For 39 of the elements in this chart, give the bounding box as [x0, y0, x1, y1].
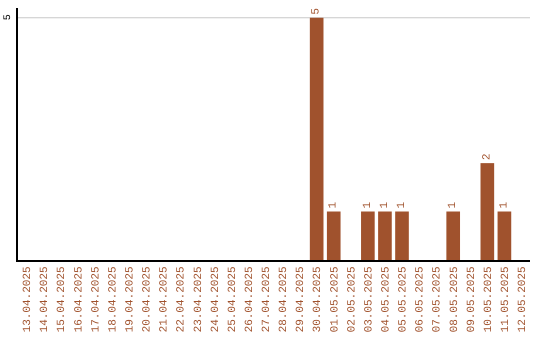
data-label: 1 [447, 202, 460, 209]
x-tick-label: 08.05.2025 [448, 266, 461, 332]
x-tick-label: 20.04.2025 [142, 266, 154, 332]
x-tick-label: 07.05.2025 [432, 266, 444, 332]
x-tick-label: 11.05.2025 [500, 266, 512, 332]
x-tick-label: 22.04.2025 [176, 266, 188, 332]
x-tick-label: 15.04.2025 [56, 266, 68, 332]
data-label: 5 [310, 8, 323, 15]
x-tick-label: 24.04.2025 [210, 266, 222, 332]
data-label: 1 [498, 202, 510, 209]
x-tick-label: 17.04.2025 [90, 266, 102, 332]
ref-line-label: 5 [2, 14, 14, 20]
x-tick-label: 14.04.2025 [39, 266, 52, 332]
x-tick-label: 01.05.2025 [329, 266, 342, 332]
x-tick-label: 12.05.2025 [517, 266, 530, 332]
x-tick-label: 23.04.2025 [192, 266, 205, 332]
data-label: 1 [396, 202, 408, 209]
x-tick-label: 05.05.2025 [398, 266, 410, 332]
x-tick-label: 30.04.2025 [312, 266, 324, 332]
x-tick-label: 19.04.2025 [124, 266, 137, 332]
x-tick-label: 25.04.2025 [226, 266, 239, 332]
data-label: 1 [378, 202, 391, 209]
data-label: 1 [362, 202, 374, 209]
x-tick-label: 09.05.2025 [466, 266, 478, 332]
x-tick-label: 10.05.2025 [482, 266, 495, 332]
x-tick-label: 13.04.2025 [22, 266, 34, 332]
x-tick-label: 06.05.2025 [414, 266, 427, 332]
x-tick-label: 27.04.2025 [261, 266, 274, 332]
data-label: 2 [481, 153, 494, 160]
x-tick-label: 28.04.2025 [278, 266, 290, 332]
x-tick-label: 26.04.2025 [244, 266, 256, 332]
x-tick-label: 03.05.2025 [363, 266, 376, 332]
x-tick-label: 16.04.2025 [73, 266, 86, 332]
x-tick-label: 29.04.2025 [295, 266, 308, 332]
x-tick-label: 18.04.2025 [107, 266, 120, 332]
x-tick-label: 21.04.2025 [158, 266, 171, 332]
x-tick-label: 04.05.2025 [380, 266, 393, 332]
data-label: 1 [328, 202, 340, 209]
x-tick-label: 02.05.2025 [346, 266, 358, 332]
